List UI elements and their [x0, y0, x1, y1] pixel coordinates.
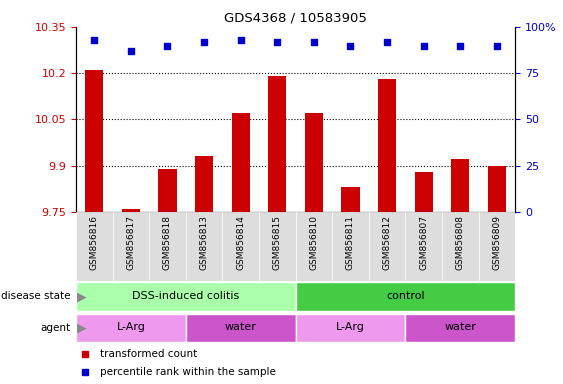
Bar — [451, 159, 470, 212]
Point — [126, 48, 136, 54]
Text: DSS-induced colitis: DSS-induced colitis — [132, 291, 239, 301]
Text: GSM856807: GSM856807 — [419, 215, 428, 270]
Bar — [405, 212, 442, 281]
Bar — [231, 113, 250, 212]
Bar — [405, 314, 515, 342]
Text: GSM856813: GSM856813 — [200, 215, 208, 270]
Bar — [186, 212, 222, 281]
Point — [383, 39, 392, 45]
Text: L-Arg: L-Arg — [117, 322, 145, 332]
Point — [200, 39, 209, 45]
Bar — [479, 212, 515, 281]
Bar — [85, 70, 104, 212]
Bar — [76, 314, 186, 342]
Point — [310, 39, 319, 45]
Text: disease state: disease state — [1, 291, 70, 301]
Bar — [488, 166, 506, 212]
Text: agent: agent — [40, 323, 70, 333]
Point — [456, 43, 465, 49]
Text: transformed count: transformed count — [100, 349, 198, 359]
Text: ▶: ▶ — [77, 290, 86, 303]
Bar — [305, 113, 323, 212]
Bar — [332, 212, 369, 281]
Text: L-Arg: L-Arg — [336, 322, 365, 332]
Bar — [113, 212, 149, 281]
Text: GSM856814: GSM856814 — [236, 215, 245, 270]
Text: GSM856816: GSM856816 — [90, 215, 99, 270]
Point — [90, 37, 99, 43]
Bar — [296, 314, 405, 342]
Text: water: water — [225, 322, 257, 332]
Bar — [296, 212, 332, 281]
Point — [163, 43, 172, 49]
Text: GSM856817: GSM856817 — [127, 215, 135, 270]
Bar — [149, 212, 186, 281]
Bar — [259, 212, 296, 281]
Text: GSM856815: GSM856815 — [273, 215, 282, 270]
Bar — [158, 169, 177, 212]
Point — [492, 43, 501, 49]
Text: GSM856808: GSM856808 — [456, 215, 464, 270]
Text: GSM856818: GSM856818 — [163, 215, 172, 270]
Bar — [369, 212, 405, 281]
Bar — [186, 314, 296, 342]
Point — [419, 43, 428, 49]
Text: GSM856812: GSM856812 — [383, 215, 391, 270]
Bar — [442, 212, 479, 281]
Bar — [222, 212, 259, 281]
Bar — [378, 79, 396, 212]
Text: GSM856809: GSM856809 — [493, 215, 501, 270]
Text: percentile rank within the sample: percentile rank within the sample — [100, 367, 276, 377]
Text: control: control — [386, 291, 425, 301]
Text: ▶: ▶ — [77, 321, 86, 334]
Bar — [268, 76, 287, 212]
Bar — [414, 172, 433, 212]
Bar — [122, 209, 140, 212]
Point — [273, 39, 282, 45]
Bar — [76, 212, 113, 281]
Text: water: water — [444, 322, 476, 332]
Bar — [341, 187, 360, 212]
Bar — [76, 282, 296, 311]
Title: GDS4368 / 10583905: GDS4368 / 10583905 — [224, 12, 367, 25]
Bar — [296, 282, 515, 311]
Point — [346, 43, 355, 49]
Bar — [195, 156, 213, 212]
Text: GSM856811: GSM856811 — [346, 215, 355, 270]
Text: GSM856810: GSM856810 — [310, 215, 318, 270]
Point — [236, 37, 245, 43]
